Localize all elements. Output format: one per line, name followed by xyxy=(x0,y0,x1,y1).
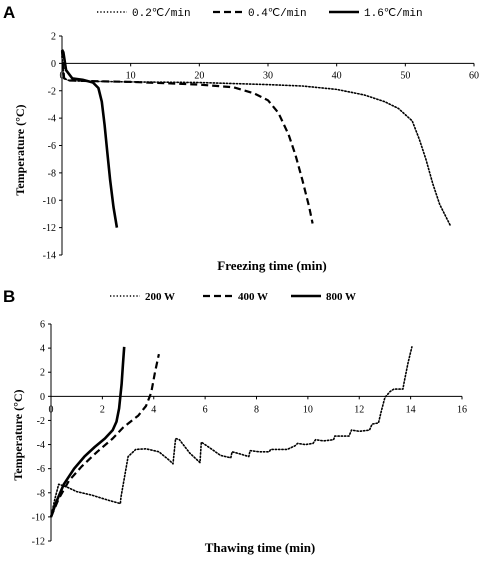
panel-b-legend-label-2: 400 W xyxy=(238,291,268,303)
panel-b-x-tick-label: 14 xyxy=(406,404,416,415)
panel-b-series-line-3 xyxy=(49,346,126,518)
panel-a-ylabel: Temperature (°C) xyxy=(13,104,27,195)
panel-b-y-tick-label: -6 xyxy=(37,464,45,475)
panel-a-y-tick-label: -8 xyxy=(48,168,56,179)
panel-a-y-tick-label: -14 xyxy=(43,251,56,262)
panel-b-y-tick-label: 2 xyxy=(40,368,45,379)
panel-a-x-tick-label: 60 xyxy=(469,70,479,81)
panel-a-series-line-1 xyxy=(61,55,451,226)
panel-a-y-tick-label: -2 xyxy=(48,86,56,97)
panel-b-y-tick-label: -4 xyxy=(37,440,45,451)
panel-a-series-line-2 xyxy=(60,51,314,224)
panel-b-x-tick-label: 10 xyxy=(303,404,313,415)
panel-b-y-tick-label: 4 xyxy=(40,344,45,355)
panel-b-plot: 6 4 2 0 -2 -4 -6 -8 -10 -12 0 2 4 6 8 10 12 14 16 200 W 400 … xyxy=(32,291,467,548)
panel-b-x-tick-label: 12 xyxy=(354,404,364,415)
panel-b-y-tick-label: -2 xyxy=(37,416,45,427)
panel-b-series-line-1 xyxy=(50,346,413,518)
panel-a-series-line-3 xyxy=(60,49,119,228)
panel-a-legend-label-3: 1.6℃/min xyxy=(364,8,423,20)
panel-b-x-tick-label: 2 xyxy=(100,404,105,415)
panel-b-label: B xyxy=(3,287,15,306)
panel-b-legend-label-3: 800 W xyxy=(326,291,356,303)
panel-b-ylabel: Temperature (°C) xyxy=(11,389,25,480)
panel-a-legend-label-1: 0.2℃/min xyxy=(132,8,191,20)
panel-b-x-tick-label: 0 xyxy=(49,404,54,415)
panel-a-y-tick-label: -12 xyxy=(43,223,56,234)
panel-a-xlabel: Freezing time (min) xyxy=(217,258,327,273)
panel-a-x-tick-label: 50 xyxy=(400,70,410,81)
panel-a-x-tick-label: 10 xyxy=(126,70,136,81)
panel-a-label: A xyxy=(3,3,15,22)
panel-b-x-tick-label: 8 xyxy=(254,404,259,415)
panel-a-y-tick-label: -6 xyxy=(48,141,56,152)
panel-b-y-tick-label: 0 xyxy=(40,392,45,403)
panel-b-y-tick-label: -12 xyxy=(32,537,45,548)
panel-a-legend-label-2: 0.4℃/min xyxy=(248,8,307,20)
panel-a-y-tick-label: 0 xyxy=(51,59,56,70)
panel-b-legend-label-1: 200 W xyxy=(145,291,175,303)
panel-a-x-tick-label: 30 xyxy=(263,70,273,81)
panel-a-plot: 20-2-4-6-8-10-12-140 10 20 30 40 50 600.2℃/min… xyxy=(43,8,479,262)
panel-a-y-tick-label: -10 xyxy=(43,196,56,207)
panel-b-x-tick-label: 6 xyxy=(203,404,208,415)
panel-a-x-tick-label: 0 xyxy=(60,70,65,81)
panel-b-x-tick-label: 4 xyxy=(151,404,156,415)
panel-b-series-line-2 xyxy=(49,353,160,518)
panel-b-x-tick-label: 16 xyxy=(457,404,467,415)
panel-a-y-tick-label: -4 xyxy=(48,114,56,125)
panel-b-xlabel: Thawing time (min) xyxy=(205,540,316,555)
panel-b-y-tick-label: -10 xyxy=(32,512,45,523)
panel-b-y-tick-label: -8 xyxy=(37,488,45,499)
panel-a-x-tick-label: 40 xyxy=(332,70,342,81)
panel-a-x-tick-label: 20 xyxy=(194,70,204,81)
panel-a-y-tick-label: 2 xyxy=(51,32,56,43)
panel-b-y-tick-label: 6 xyxy=(40,320,45,331)
